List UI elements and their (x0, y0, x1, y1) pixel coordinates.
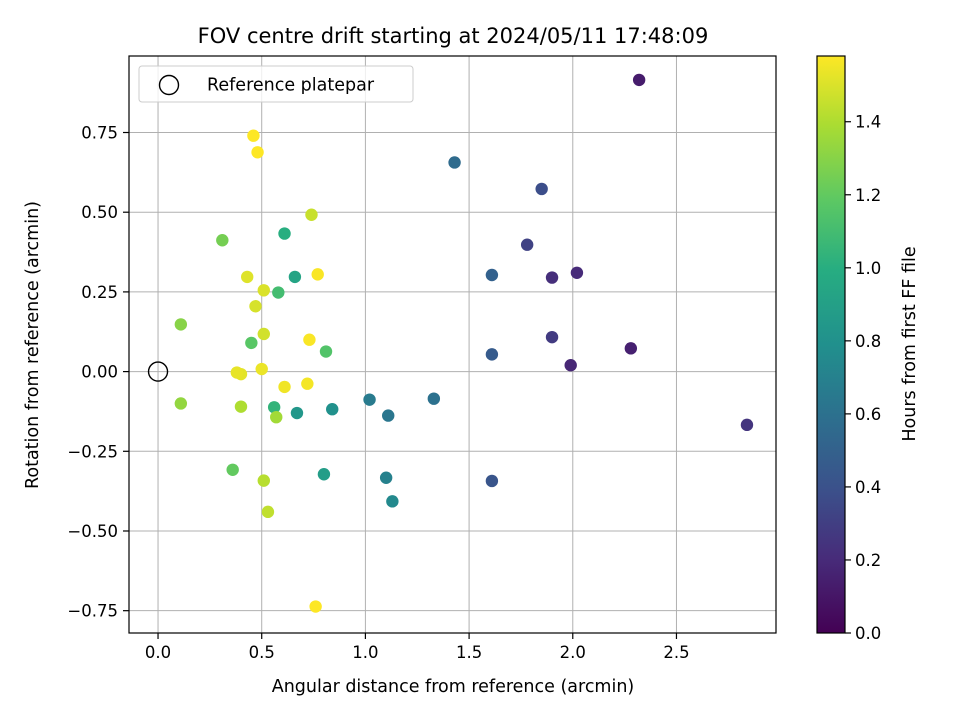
legend: Reference platepar (138, 65, 414, 103)
colorbar-ticks: 0.0 0.2 0.4 0.6 0.8 1.0 1.2 1.4 (845, 113, 881, 643)
scatter-point (257, 474, 270, 487)
scatter-point (270, 410, 283, 424)
scatter-point (255, 362, 268, 376)
y-tick-label: −0.25 (67, 442, 118, 461)
scatter-point (174, 397, 188, 410)
x-tick-label: 1.0 (352, 643, 378, 662)
scatter-point (632, 73, 646, 87)
scatter-point (230, 366, 244, 379)
scatter-point (257, 327, 270, 341)
scatter-point (305, 208, 318, 221)
scatter-point (485, 268, 499, 282)
scatter-point (427, 392, 441, 405)
scatter-point (247, 129, 260, 142)
x-tick-label: 2.0 (560, 643, 586, 662)
scatter-point (740, 418, 754, 432)
scatter-point (278, 227, 291, 240)
x-axis-label: Angular distance from reference (arcmin) (272, 677, 635, 697)
legend-label-reference-platepar: Reference platepar (207, 76, 375, 96)
scatter-point (448, 156, 461, 169)
scatter-point (545, 330, 559, 344)
plot-frame (128, 55, 777, 634)
scatter-point (226, 463, 239, 476)
colorbar-tick-label: 0.0 (855, 624, 881, 643)
scatter-point (278, 380, 291, 394)
scatter-point (257, 284, 270, 297)
scatter-point (564, 359, 577, 372)
scatter-point (301, 377, 314, 390)
scatter-point (272, 286, 285, 299)
y-tick-label: −0.75 (67, 602, 118, 621)
reference-platepar-marker (147, 361, 169, 382)
scatter-point (363, 393, 376, 406)
scatter-points (147, 73, 754, 613)
legend-frame (138, 65, 414, 103)
y-tick-label: 0.50 (81, 203, 118, 222)
scatter-point (326, 403, 339, 416)
scatter-point (234, 400, 248, 413)
colorbar-frame (816, 55, 846, 634)
legend-reference-marker (158, 74, 180, 96)
scatter-point (382, 409, 395, 422)
scatter-point (386, 495, 399, 508)
scatter-point (545, 271, 559, 284)
x-tick-label: 1.5 (456, 643, 482, 662)
scatter-point (241, 270, 254, 284)
colorbar-tick-label: 0.2 (855, 551, 881, 570)
scatter-point (245, 336, 258, 350)
scatter-point (251, 146, 264, 159)
scatter-point (311, 268, 324, 281)
scatter-point (249, 300, 262, 313)
y-tick-label: 0.75 (81, 124, 118, 143)
scatter-point (309, 600, 322, 613)
scatter-point (379, 471, 393, 484)
scatter-point (290, 406, 304, 420)
colorbar-gradient (817, 56, 845, 633)
x-tick-label: 0.0 (145, 643, 171, 662)
scatter-point (520, 238, 534, 251)
colorbar-tick-label: 1.0 (855, 259, 881, 278)
colorbar-label: Hours from first FF file (900, 246, 920, 441)
scatter-point (624, 342, 638, 355)
scatter-point (319, 345, 333, 358)
colorbar-tick-label: 0.4 (855, 478, 881, 497)
colorbar-tick-label: 0.6 (855, 405, 881, 424)
colorbar-tick-label: 1.2 (855, 186, 881, 205)
x-tick-label: 2.5 (663, 643, 689, 662)
colorbar-tick-label: 1.4 (855, 113, 881, 132)
y-axis-label: Rotation from reference (arcmin) (23, 201, 43, 489)
y-tick-label: −0.50 (67, 522, 118, 541)
grid-lines (129, 56, 776, 633)
scatter-point (174, 318, 188, 331)
colorbar-tick-label: 0.8 (855, 332, 881, 351)
y-tick-label: 0.25 (81, 283, 118, 302)
y-tick-label: 0.00 (81, 363, 118, 382)
x-tick-label: 0.5 (249, 643, 275, 662)
chart-title: FOV centre drift starting at 2024/05/11 … (198, 24, 709, 48)
scatter-point (485, 348, 499, 361)
scatter-point (303, 333, 316, 346)
scatter-point (216, 234, 229, 247)
scatter-point (267, 401, 281, 414)
axes: 0.0 0.5 1.0 1.5 2.0 2.5 −0.75 −0.50 −0.25 0.00 0.2… (67, 55, 777, 662)
scatter-point (535, 182, 548, 196)
scatter-point (317, 468, 331, 481)
scatter-point (570, 266, 584, 279)
colorbar: 0.0 0.2 0.4 0.6 0.8 1.0 1.2 1.4 Hours from firs… (816, 55, 920, 643)
scatter-point (288, 270, 302, 284)
scatter-point (261, 505, 275, 519)
scatter-point (485, 474, 499, 488)
